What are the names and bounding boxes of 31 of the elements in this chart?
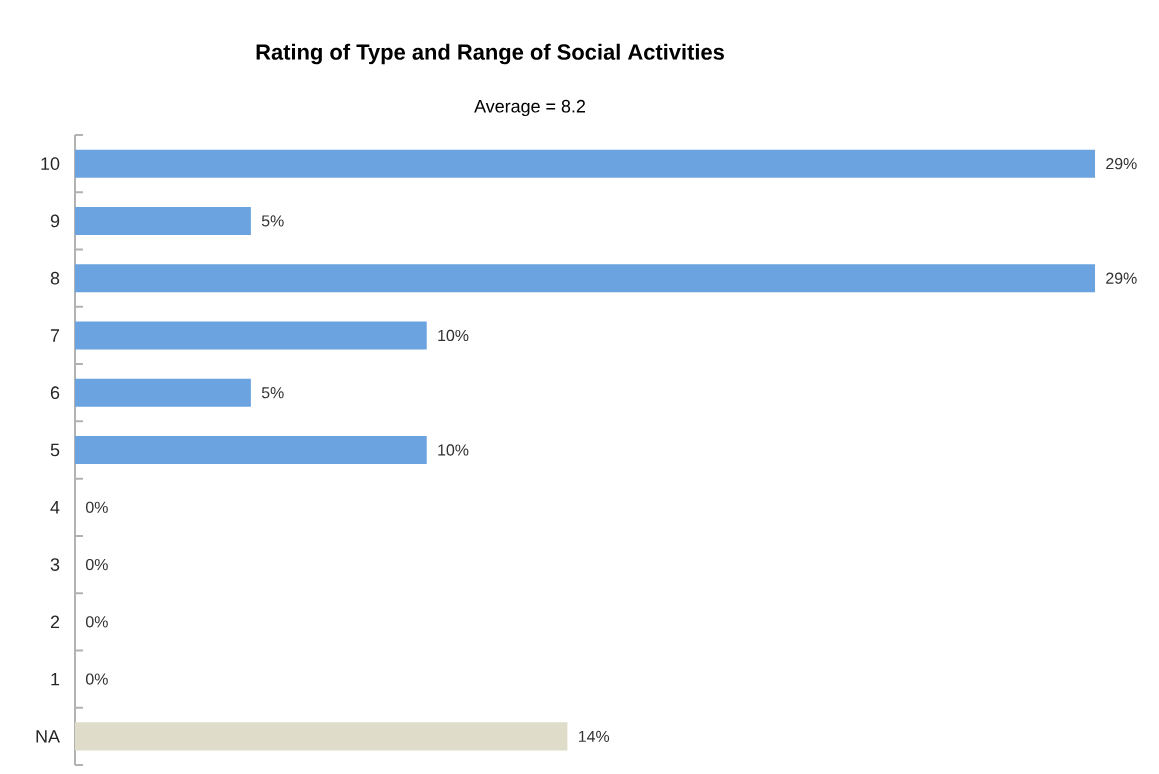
y-tick-label: 6: [50, 386, 60, 400]
data-label: 0%: [85, 673, 108, 685]
y-tick-label: 10: [41, 157, 60, 170]
data-label: 0%: [85, 616, 108, 628]
data-label: 5%: [261, 215, 284, 227]
data-label: 10%: [438, 329, 469, 342]
chart-title: Rating of Type and Range of Social Activities: [256, 43, 724, 65]
data-label: 10%: [438, 444, 469, 456]
y-tick-label: 1: [51, 672, 60, 686]
y-tick-label: 4: [50, 501, 60, 514]
bar: [75, 149, 1096, 178]
chart-subtitle: Average = 8.2: [474, 99, 585, 117]
data-label: 0%: [85, 558, 108, 571]
bar: [75, 206, 251, 235]
bar: [75, 722, 568, 751]
y-tick-label: 7: [50, 329, 60, 342]
bar: [75, 436, 427, 465]
y-tick-label: 2: [50, 615, 60, 629]
data-label: 29%: [1106, 272, 1137, 284]
data-label: 0%: [85, 501, 108, 513]
data-label: 5%: [261, 387, 284, 399]
bar: [75, 264, 1096, 293]
y-tick-label: 8: [50, 271, 60, 285]
y-tick-label: 9: [50, 214, 60, 228]
bar: [75, 321, 427, 350]
y-tick-label: 3: [50, 558, 60, 571]
bar: [75, 378, 251, 407]
y-tick-label: 5: [50, 443, 60, 457]
data-label: 14%: [579, 730, 610, 742]
y-tick-label: NA: [36, 730, 60, 743]
data-label: 29%: [1106, 158, 1137, 170]
